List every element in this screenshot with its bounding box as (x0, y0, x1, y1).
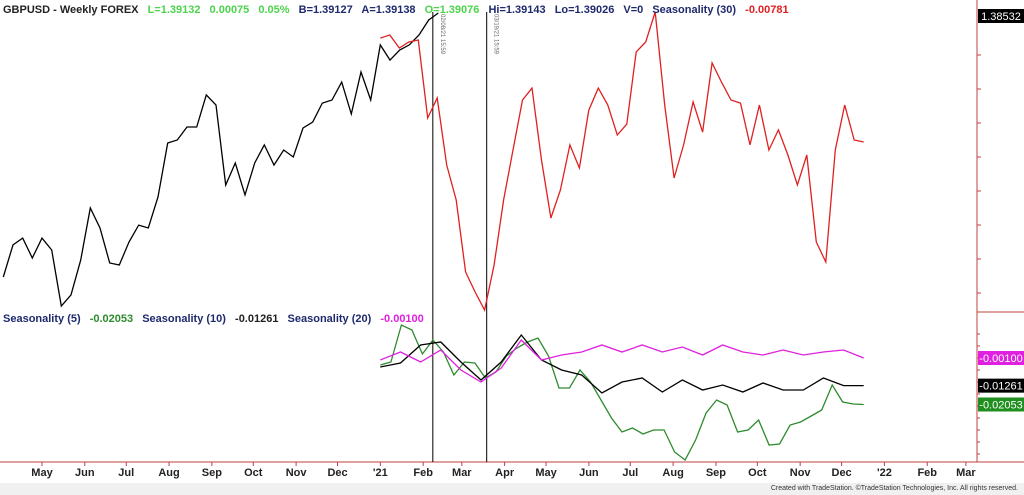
x-tick-label: Feb (413, 467, 433, 479)
x-tick-label: Nov (286, 467, 308, 479)
symbol-title: GBPUSD - Weekly FOREX (3, 4, 139, 16)
seasonality-30-line (380, 11, 864, 313)
price-line (2, 12, 439, 308)
x-tick-label: Oct (748, 467, 767, 479)
x-tick-label: Jun (75, 467, 95, 479)
x-tick-label: Dec (327, 467, 347, 479)
seasonality-5-value: -0.02053 (89, 313, 134, 325)
vertical-markers: 02/08/21 15:59 03/19/21 15:59 (432, 12, 499, 462)
x-tick-label: '21 (373, 467, 388, 479)
ask-price: A=1.39138 (361, 4, 416, 16)
open-price: O=1.39076 (424, 4, 480, 16)
x-tick-label: Apr (495, 467, 515, 479)
seasonality-20-value: -0.00100 (380, 313, 424, 325)
seasonality-10-value: -0.01261 (235, 313, 279, 325)
seasonality-5-axis-label-bg (978, 397, 1024, 412)
seasonality-10-label: Seasonality (10) (142, 313, 226, 325)
pct-change: 0.05% (258, 4, 290, 16)
x-tick-label: Mar (956, 467, 976, 479)
indicator-value: -0.00781 (745, 4, 789, 16)
x-tick-label: Dec (832, 467, 852, 479)
subpane-header: Seasonality (5) -0.02053 Seasonality (10… (3, 313, 430, 325)
volume: V=0 (623, 4, 644, 16)
vertical-marker-label: 03/19/21 15:59 (493, 14, 499, 55)
x-tick-label: May (535, 467, 557, 479)
seasonality-20-axis-label-bg (978, 351, 1024, 365)
x-tick-label: Aug (662, 467, 683, 479)
chart-header: GBPUSD - Weekly FOREX L=1.39132 0.00075 … (3, 4, 795, 16)
axis-labels: May Jun Jul Aug Sep Oct Nov Dec '21 Feb Mar Apr May J… (31, 9, 1024, 479)
x-tick-label: Mar (452, 467, 472, 479)
seasonality-5-label: Seasonality (5) (3, 313, 81, 325)
series-lines (2, 11, 864, 461)
x-tick-label: Feb (917, 467, 937, 479)
footer: Created with TradeStation. ©TradeStation… (0, 483, 1024, 495)
x-tick-label: Jul (622, 467, 638, 479)
x-tick-label: Jun (579, 467, 599, 479)
copyright-text: Created with TradeStation. ©TradeStation… (770, 485, 1018, 492)
seasonality-10-line (380, 333, 864, 394)
axes (0, 0, 1024, 466)
seasonality-10-axis-label: -0.01261 (979, 381, 1022, 393)
high-price: Hi=1.39143 (488, 4, 546, 16)
x-tick-label: May (31, 467, 53, 479)
x-tick-label: Sep (202, 467, 222, 479)
price-chart[interactable]: 02/08/21 15:59 03/19/21 15:59 May Jun Jul Au… (0, 0, 1024, 483)
x-tick-label: Nov (790, 467, 812, 479)
seasonality-20-line (380, 339, 864, 383)
bid-price: B=1.39127 (298, 4, 353, 16)
seasonality-20-axis-label: -0.00100 (979, 353, 1022, 365)
net-change: 0.00075 (209, 4, 250, 16)
x-tick-label: '22 (877, 467, 892, 479)
last-price-axis-label: 1.38532 (981, 11, 1021, 23)
seasonality-5-axis-label: -0.02053 (979, 400, 1022, 412)
last-price-axis-label-bg (978, 9, 1024, 23)
x-tick-label: Aug (158, 467, 179, 479)
low-price: Lo=1.39026 (554, 4, 615, 16)
indicator-name: Seasonality (30) (652, 4, 737, 16)
vertical-marker-label: 02/08/21 15:59 (439, 14, 445, 55)
seasonality-5-line (380, 324, 864, 461)
x-tick-label: Sep (706, 467, 726, 479)
x-tick-label: Oct (244, 467, 263, 479)
seasonality-20-label: Seasonality (20) (287, 313, 372, 325)
last-price: L=1.39132 (147, 4, 201, 16)
seasonality-10-axis-label-bg (978, 378, 1024, 393)
x-tick-label: Jul (118, 467, 134, 479)
